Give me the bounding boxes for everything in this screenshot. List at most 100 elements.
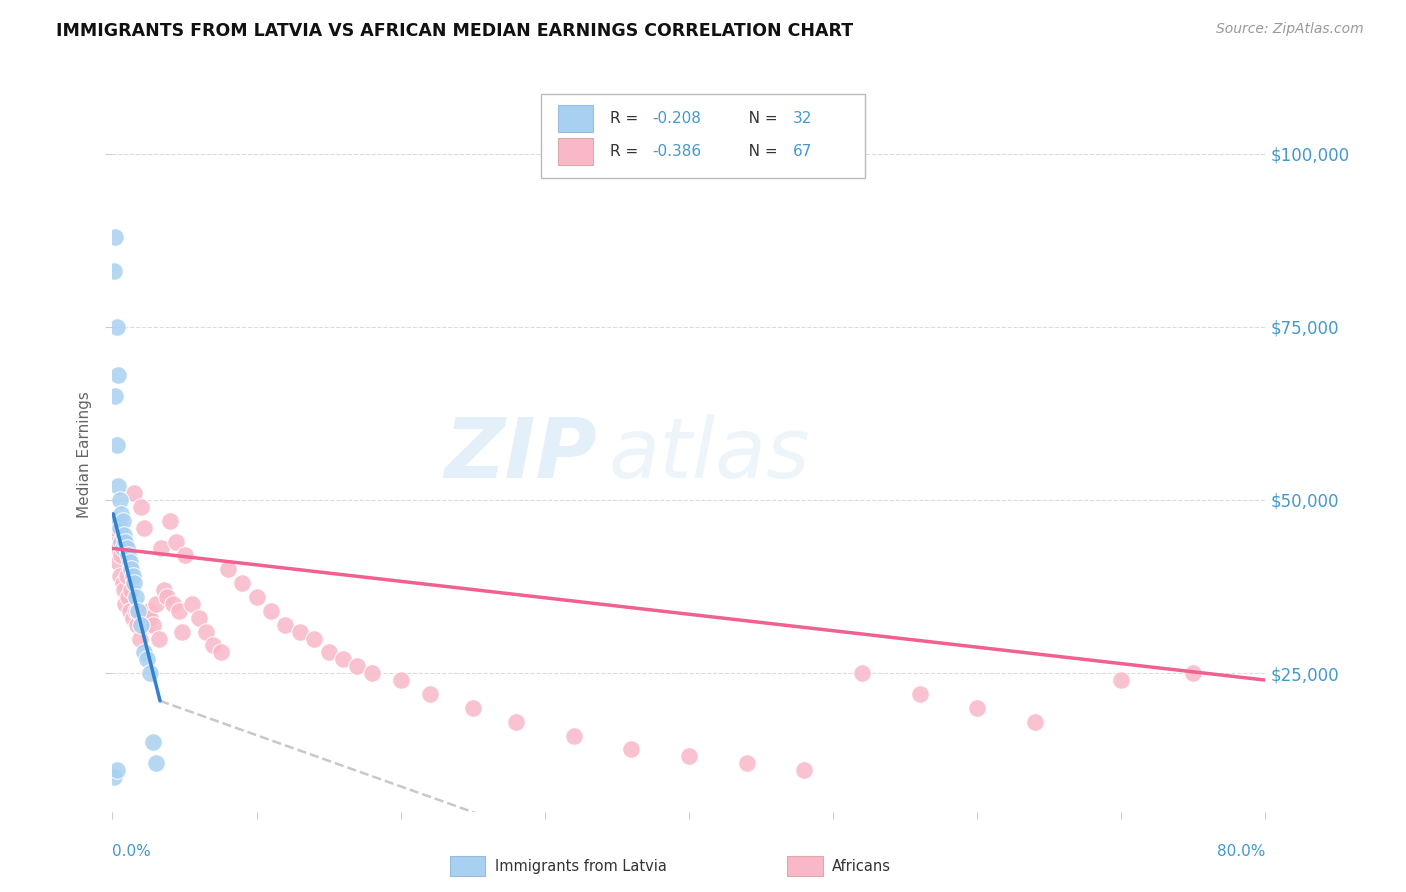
Text: -0.386: -0.386	[652, 145, 702, 159]
Point	[274, 617, 297, 632]
Point	[180, 597, 202, 611]
Point	[114, 534, 136, 549]
Point	[188, 611, 211, 625]
Point	[217, 562, 239, 576]
Point	[318, 645, 340, 659]
Point	[104, 229, 127, 244]
Y-axis label: Median Earnings: Median Earnings	[77, 392, 93, 518]
Point	[115, 541, 138, 556]
Point	[142, 735, 165, 749]
Point	[138, 604, 160, 618]
Point	[678, 749, 700, 764]
Point	[111, 514, 134, 528]
Point	[110, 549, 132, 563]
Point	[145, 756, 167, 771]
Text: IMMIGRANTS FROM LATVIA VS AFRICAN MEDIAN EARNINGS CORRELATION CHART: IMMIGRANTS FROM LATVIA VS AFRICAN MEDIAN…	[56, 22, 853, 40]
Text: 32: 32	[793, 112, 813, 126]
Point	[124, 604, 146, 618]
Point	[114, 597, 136, 611]
Text: R =: R =	[610, 145, 644, 159]
Point	[162, 597, 184, 611]
Point	[110, 507, 132, 521]
Point	[1182, 666, 1205, 681]
Point	[111, 576, 134, 591]
Point	[127, 604, 149, 618]
Point	[107, 555, 129, 569]
Text: 80.0%: 80.0%	[1218, 845, 1265, 859]
Point	[136, 652, 159, 666]
Text: N =: N =	[734, 112, 782, 126]
Point	[389, 673, 412, 687]
Point	[209, 645, 232, 659]
Point	[304, 632, 326, 646]
Point	[120, 582, 142, 597]
Point	[966, 700, 988, 714]
Point	[112, 527, 135, 541]
Point	[231, 576, 253, 591]
Point	[105, 541, 128, 556]
Point	[104, 389, 127, 403]
Point	[115, 569, 138, 583]
Point	[124, 590, 146, 604]
Point	[103, 264, 125, 278]
Point	[419, 687, 441, 701]
Point	[108, 521, 131, 535]
Point	[288, 624, 311, 639]
Point	[117, 549, 139, 563]
Point	[120, 562, 142, 576]
Point	[105, 763, 128, 777]
Point	[793, 763, 815, 777]
Text: atlas: atlas	[609, 415, 810, 495]
Point	[108, 492, 131, 507]
Point	[134, 645, 156, 659]
Point	[129, 617, 153, 632]
Point	[129, 500, 153, 514]
Point	[118, 555, 141, 569]
Point	[107, 514, 129, 528]
Point	[110, 534, 132, 549]
Point	[121, 611, 143, 625]
Point	[112, 582, 135, 597]
Point	[332, 652, 354, 666]
Text: N =: N =	[734, 145, 782, 159]
Point	[153, 582, 176, 597]
Point	[1111, 673, 1133, 687]
Text: ZIP: ZIP	[444, 415, 596, 495]
Text: Immigrants from Latvia: Immigrants from Latvia	[495, 859, 666, 873]
Text: R =: R =	[610, 112, 644, 126]
Point	[128, 632, 150, 646]
Point	[1024, 714, 1046, 729]
Point	[117, 590, 139, 604]
Point	[148, 632, 170, 646]
Point	[461, 700, 484, 714]
Text: -0.208: -0.208	[652, 112, 702, 126]
Point	[908, 687, 931, 701]
Point	[195, 624, 218, 639]
Point	[346, 659, 368, 673]
Point	[562, 729, 585, 743]
Point	[105, 437, 128, 451]
Text: 0.0%: 0.0%	[112, 845, 152, 859]
Point	[165, 534, 187, 549]
Point	[173, 549, 195, 563]
Point	[118, 604, 141, 618]
Point	[159, 514, 181, 528]
Point	[139, 611, 162, 625]
Point	[156, 590, 179, 604]
Point	[127, 604, 149, 618]
Text: 67: 67	[793, 145, 813, 159]
Point	[103, 770, 125, 784]
Point	[105, 319, 128, 334]
Point	[108, 569, 131, 583]
Point	[111, 541, 134, 556]
Point	[103, 534, 125, 549]
Point	[735, 756, 758, 771]
Point	[851, 666, 873, 681]
Point	[145, 597, 167, 611]
Text: Source: ZipAtlas.com: Source: ZipAtlas.com	[1216, 22, 1364, 37]
Point	[136, 617, 159, 632]
Text: Africans: Africans	[832, 859, 891, 873]
Point	[202, 639, 225, 653]
Point	[505, 714, 527, 729]
Point	[121, 569, 143, 583]
